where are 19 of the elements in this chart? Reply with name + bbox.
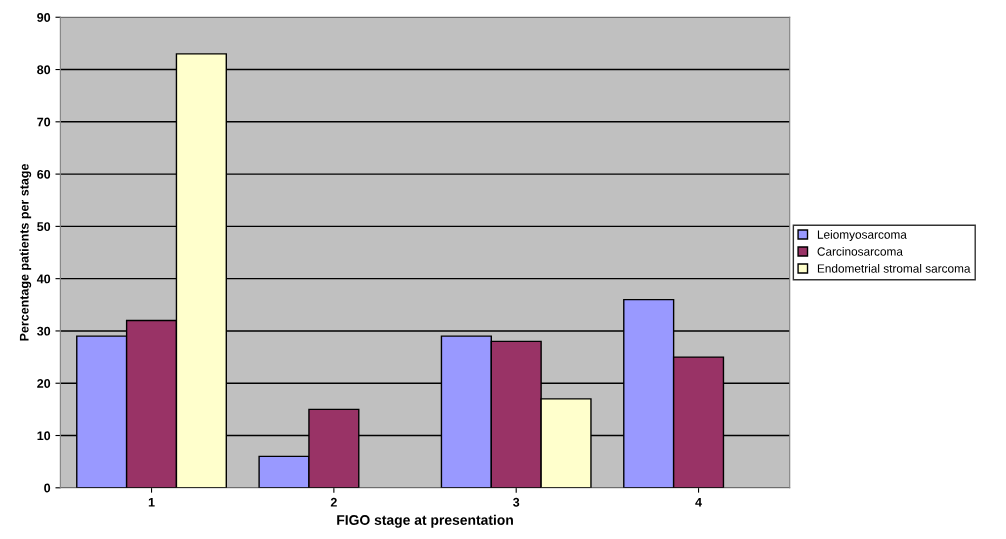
y-tick-label: 90 [37,13,51,22]
y-tick-label: 50 [37,222,51,232]
y-tick-label: 60 [37,169,51,179]
y-tick-label: 20 [37,379,51,388]
y-tick-label: 80 [37,65,51,75]
y-tick-label: 70 [37,117,51,127]
y-tick-label: 0 [44,483,51,493]
x-tick-label: 3 [513,497,520,507]
y-axis-title: Percentage patients per stage [19,164,32,341]
y-tick-label: 30 [37,326,51,336]
legend-label: Carcinosarcoma [817,247,903,256]
x-tick-label: 4 [695,497,702,507]
legend-label: Leiomyosarcoma [817,230,907,242]
y-tick-label: 10 [37,431,51,441]
x-axis-title: FIGO stage at presentation [337,514,513,528]
x-tick-label: 2 [330,497,337,507]
y-tick-label: 40 [36,274,51,284]
legend-label: Endometrial stromal sarcoma [817,264,971,273]
x-tick-label: 1 [148,497,155,507]
